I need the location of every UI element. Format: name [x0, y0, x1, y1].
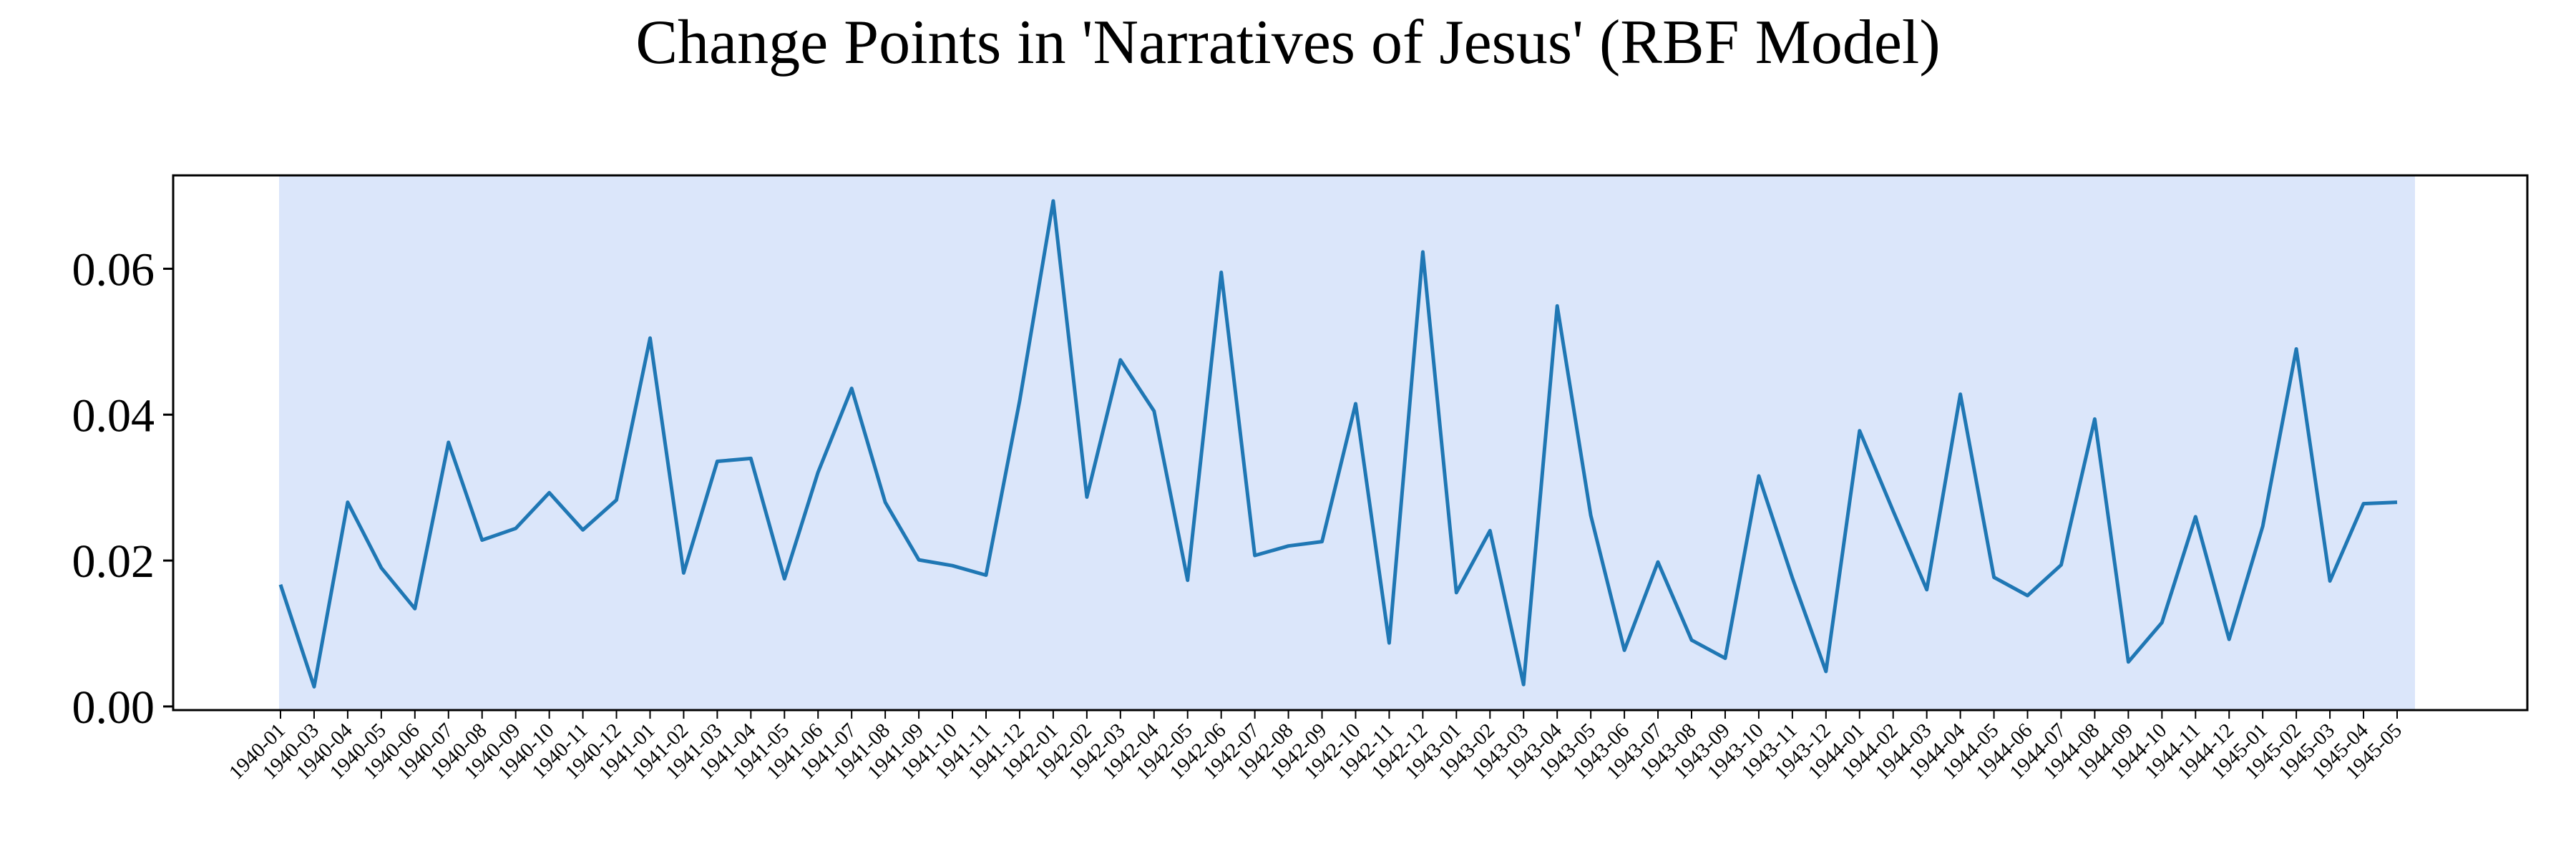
chart-title: Change Points in 'Narratives of Jesus' (…: [635, 8, 1941, 77]
y-tick-label: 0.04: [72, 389, 155, 442]
x-axis: 1940-011940-031940-041940-051940-061940-…: [225, 710, 2406, 784]
y-tick-label: 0.02: [72, 535, 155, 588]
series-line: [278, 199, 2398, 689]
y-tick-label: 0.06: [72, 243, 155, 296]
y-tick-label: 0.00: [72, 681, 155, 734]
y-axis: 0.00 0.02 0.04 0.06: [72, 243, 173, 734]
plot-frame: [172, 174, 2529, 712]
